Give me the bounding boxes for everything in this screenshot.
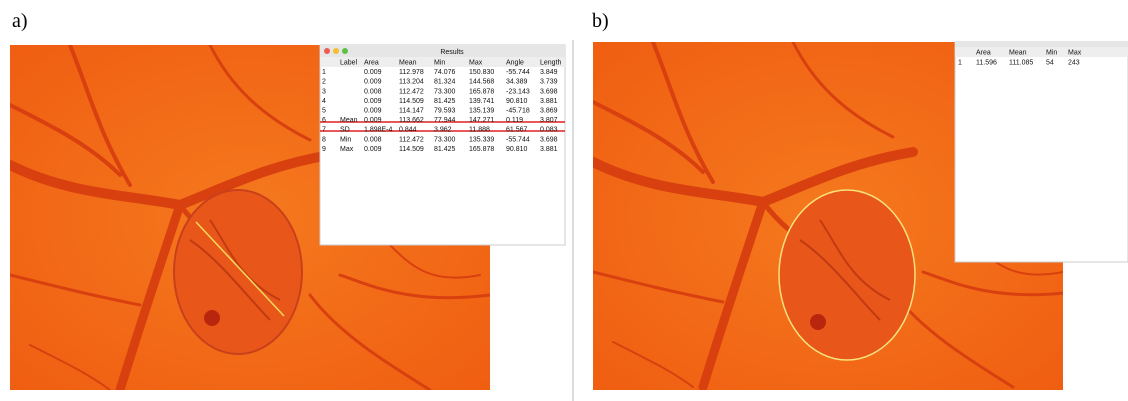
table-cell: 0.844	[399, 127, 417, 134]
table-cell: 3.849	[540, 69, 558, 76]
table-cell: 81.324	[434, 79, 456, 86]
table-cell: 3.698	[540, 136, 558, 143]
table-cell: 73.300	[434, 88, 456, 95]
table-cell: 139.741	[469, 98, 494, 105]
window-title: Results	[440, 49, 464, 56]
table-cell: -55.744	[506, 69, 530, 76]
results-window-b	[955, 42, 1128, 262]
table-cell: -55.744	[506, 136, 530, 143]
table-cell: Mean	[340, 117, 358, 124]
column-header: Min	[434, 60, 445, 67]
table-cell: 113.662	[399, 117, 424, 124]
table-cell: 144.568	[469, 79, 494, 86]
table-cell: 3.698	[540, 88, 558, 95]
table-cell: 2	[322, 79, 326, 86]
table-cell: 79.593	[434, 108, 456, 115]
table-cell: 11.596	[976, 60, 997, 67]
table-cell: 0.009	[364, 108, 382, 115]
table-cell: 1.898E-4	[364, 127, 393, 134]
column-header: Mean	[1009, 50, 1027, 57]
table-cell: -45.718	[506, 108, 530, 115]
table-cell: 0.083	[540, 127, 558, 134]
table-cell: 5	[322, 108, 326, 115]
table-cell: -23.143	[506, 88, 530, 95]
panel-label: a)	[12, 10, 28, 32]
table-cell: 8	[322, 136, 326, 143]
table-cell: 147.271	[469, 117, 494, 124]
table-cell: 165.878	[469, 146, 494, 153]
table-cell: 74.076	[434, 69, 456, 76]
table-cell: 165.878	[469, 88, 494, 95]
table-cell: 90.810	[506, 98, 528, 105]
column-header: Min	[1046, 50, 1057, 57]
table-cell: 7	[322, 127, 326, 134]
table-cell: 1	[322, 69, 326, 76]
table-cell: 11.888	[469, 127, 490, 134]
table-cell: 112.472	[399, 136, 424, 143]
table-cell: 150.830	[469, 69, 494, 76]
table-cell: Max	[340, 146, 354, 153]
table-cell: 0.009	[364, 69, 382, 76]
table-cell: 111.085	[1009, 60, 1033, 67]
table-cell: 243	[1068, 60, 1080, 67]
table-cell: 112.978	[399, 69, 424, 76]
table-cell: 1	[958, 60, 962, 67]
table-cell: 0.119	[506, 117, 523, 124]
table-cell: 0.009	[364, 117, 382, 124]
table-cell: 34.389	[506, 79, 528, 86]
column-header: Area	[364, 60, 379, 67]
table-cell: 0.008	[364, 136, 382, 143]
table-cell: 61.567	[506, 127, 528, 134]
table-cell: 135.139	[469, 108, 494, 115]
table-cell: 3.881	[540, 146, 558, 153]
table-cell: 114.509	[399, 98, 424, 105]
table-cell: 73.300	[434, 136, 456, 143]
table-cell: 3.881	[540, 98, 558, 105]
table-cell: 0.009	[364, 98, 382, 105]
table-cell: Min	[340, 136, 351, 143]
panel-label: b)	[592, 10, 609, 32]
figure: a) b) Results Label Area Mean Min Max Angle Le…	[0, 0, 1128, 401]
column-header: Label	[340, 60, 358, 67]
table-cell: 0.009	[364, 146, 382, 153]
table-cell: 113.204	[399, 79, 424, 86]
table-cell: 3.807	[540, 117, 558, 124]
table-cell: 114.509	[399, 146, 424, 153]
table-cell: SD	[340, 127, 350, 134]
table-cell: 81.425	[434, 146, 456, 153]
table-cell: 6	[322, 117, 326, 124]
table-cell: 3.739	[540, 79, 558, 86]
column-header: Mean	[399, 60, 417, 67]
table-cell: 0.008	[364, 88, 382, 95]
table-cell: 3.869	[540, 108, 558, 115]
column-header: Length	[540, 60, 562, 67]
table-cell: 81.425	[434, 98, 456, 105]
table-cell: 114.147	[399, 108, 424, 115]
table-cell: 9	[322, 146, 326, 153]
table-cell: 135.339	[469, 136, 494, 143]
table-cell: 3.962	[434, 127, 452, 134]
table-cell: 4	[322, 98, 326, 105]
column-header: Max	[1068, 50, 1082, 57]
table-cell: 77.944	[434, 117, 456, 124]
column-header: Angle	[506, 60, 524, 67]
table-cell: 112.472	[399, 88, 424, 95]
table-cell: 3	[322, 88, 326, 95]
column-header: Area	[976, 50, 991, 57]
table-cell: 54	[1046, 60, 1054, 67]
table-cell: 90.810	[506, 146, 528, 153]
column-header: Max	[469, 60, 483, 67]
table-cell: 0.009	[364, 79, 382, 86]
